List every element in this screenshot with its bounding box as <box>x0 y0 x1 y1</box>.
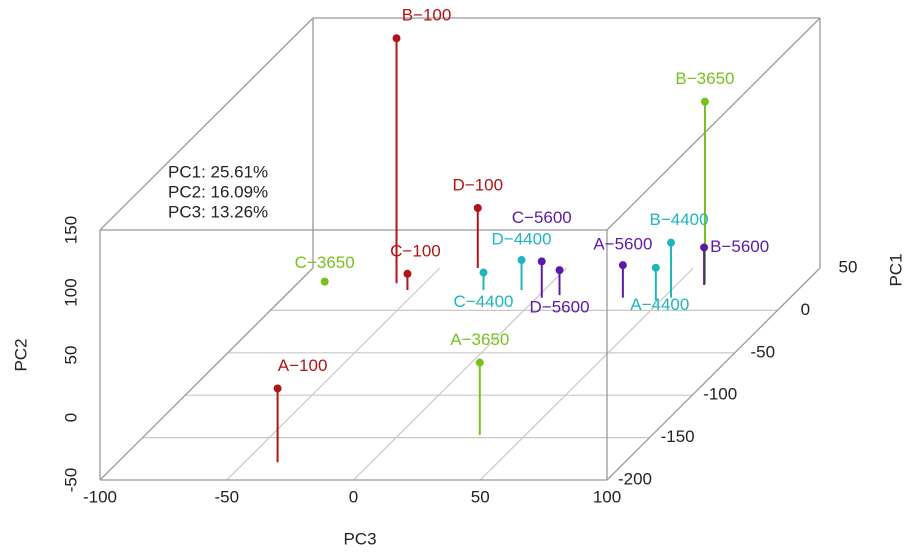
point <box>555 266 564 275</box>
y-tick-label: -50 <box>751 342 776 361</box>
box-edge <box>606 267 821 481</box>
point-label: D−4400 <box>492 230 552 249</box>
y-axis-label: PC1 <box>886 253 905 286</box>
x-tick-label: 100 <box>593 487 621 506</box>
box-edge <box>606 17 821 231</box>
annotation: PC2: 16.09% <box>168 182 268 201</box>
point-label: C−4400 <box>453 292 513 311</box>
x-tick-label: 0 <box>349 487 358 506</box>
point-label: B−3650 <box>675 69 734 88</box>
point-label: D−5600 <box>530 298 590 317</box>
point <box>537 257 546 266</box>
point <box>273 384 282 393</box>
point <box>403 269 412 278</box>
point <box>700 243 709 252</box>
point <box>651 263 660 272</box>
y-tick-label: -150 <box>661 427 695 446</box>
y-tick-label: -200 <box>618 469 652 488</box>
z-tick-label: -50 <box>61 468 80 493</box>
x-axis-label: PC3 <box>343 529 376 548</box>
point-label: A−4400 <box>630 295 689 314</box>
grid-line <box>353 267 567 481</box>
y-tick-label: -100 <box>703 385 737 404</box>
annotation: PC3: 13.26% <box>168 202 268 221</box>
box-edge <box>99 267 314 481</box>
point <box>700 97 709 106</box>
point-label: D−100 <box>452 175 503 194</box>
z-tick-label: 0 <box>61 413 80 422</box>
point-label: B−5600 <box>710 237 769 256</box>
y-tick-label: 50 <box>839 257 858 276</box>
z-tick-label: 100 <box>61 278 80 306</box>
point-label: C−3650 <box>295 253 355 272</box>
y-tick-label: 0 <box>801 300 810 319</box>
point-label: B−4400 <box>649 210 708 229</box>
point <box>667 238 676 247</box>
point-label: A−5600 <box>593 235 652 254</box>
point <box>517 256 526 265</box>
point <box>475 358 484 367</box>
box-edge <box>99 17 314 231</box>
point-label: B−100 <box>402 6 452 25</box>
point-label: A−3650 <box>450 330 509 349</box>
point <box>473 204 482 212</box>
z-tick-label: 50 <box>61 346 80 365</box>
annotation: PC1: 25.61% <box>168 162 268 181</box>
point <box>618 261 627 270</box>
point-label: C−5600 <box>512 208 572 227</box>
point <box>392 34 401 43</box>
point <box>479 268 488 277</box>
point <box>320 277 329 286</box>
z-tick-label: 150 <box>61 216 80 244</box>
x-tick-label: -50 <box>214 487 239 506</box>
point-label: C−100 <box>390 241 441 260</box>
z-axis-label: PC2 <box>11 338 30 371</box>
grid-line <box>479 267 694 481</box>
x-tick-label: -100 <box>83 487 117 506</box>
point-label: A−100 <box>278 356 328 375</box>
x-tick-label: 50 <box>471 487 490 506</box>
grid-line <box>226 267 441 481</box>
